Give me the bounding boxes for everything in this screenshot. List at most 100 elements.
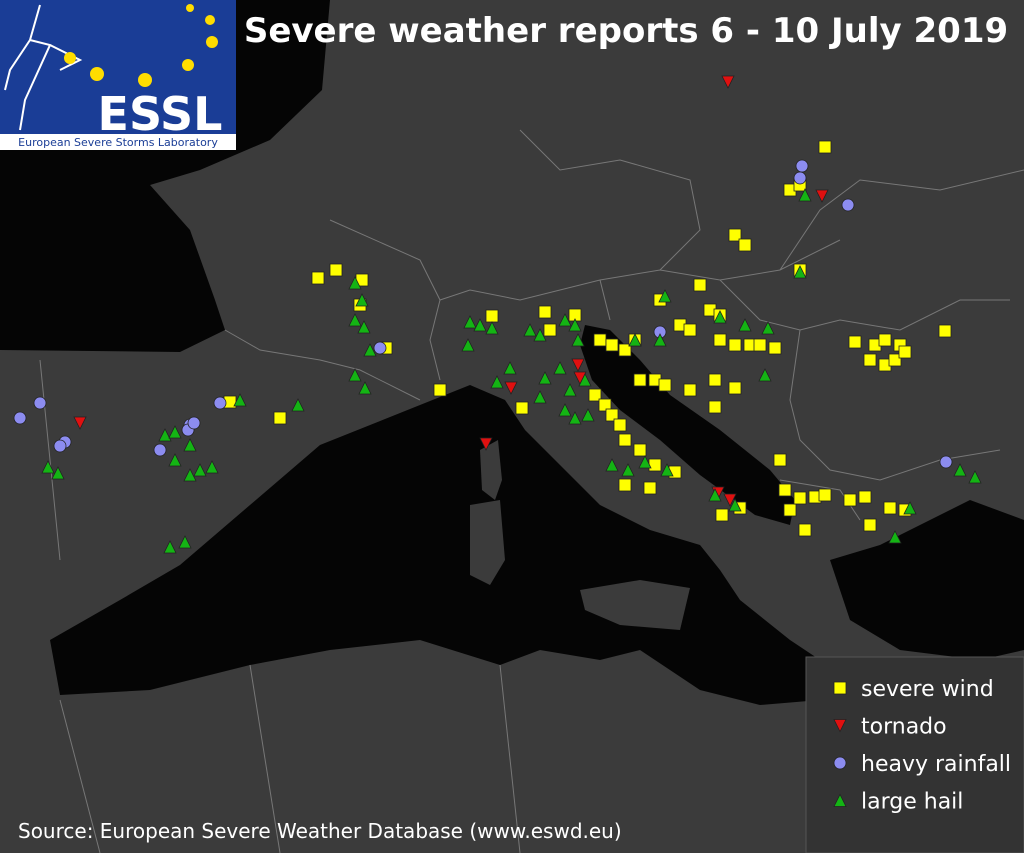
marker-triangle-up [708, 488, 722, 502]
marker-triangle-up [728, 498, 742, 512]
marker-triangle-up [363, 343, 377, 357]
marker-square [648, 458, 662, 472]
marker-circle [833, 756, 847, 770]
marker-square [693, 278, 707, 292]
marker-triangle-up [348, 276, 362, 290]
report-group [13, 159, 953, 469]
marker-triangle-up [658, 289, 672, 303]
marker-square [715, 508, 729, 522]
marker-triangle-up [533, 390, 547, 404]
marker-square [633, 373, 647, 387]
legend: severe wind tornado heavy rainfall large ha… [805, 656, 1024, 853]
title: Severe weather reports 6 - 10 July 2019 [244, 11, 1008, 51]
marker-square [898, 345, 912, 359]
border [499, 664, 521, 853]
marker-triangle-up [461, 338, 475, 352]
border [224, 329, 421, 401]
marker-triangle-up [793, 265, 807, 279]
marker-square [798, 523, 812, 537]
border [779, 169, 1024, 271]
marker-triangle-up [205, 460, 219, 474]
report-group [223, 140, 952, 537]
marker-square [485, 309, 499, 323]
marker-square [783, 503, 797, 517]
marker-square [883, 501, 897, 515]
marker-triangle-up [553, 361, 567, 375]
borders [39, 129, 1024, 853]
marker-triangle-up [485, 321, 499, 335]
sicily [580, 580, 690, 630]
marker-triangle-up [158, 428, 172, 442]
marker-circle [13, 411, 27, 425]
marker-square [613, 418, 627, 432]
marker-triangle-up [638, 455, 652, 469]
marker-square [938, 324, 952, 338]
report-group [41, 188, 982, 554]
marker-square [778, 483, 792, 497]
marker-square [588, 388, 602, 402]
marker-triangle-up [903, 501, 917, 515]
marker-circle [153, 443, 167, 457]
marker-triangle-up [578, 373, 592, 387]
marker-triangle-up [653, 333, 667, 347]
marker-triangle-down [73, 416, 87, 430]
marker-square [833, 681, 847, 695]
marker-square [658, 378, 672, 392]
marker-circle [187, 416, 201, 430]
logo: ESSL European Severe Storms Laboratory [0, 0, 236, 150]
marker-triangle-up [563, 383, 577, 397]
sardinia [470, 500, 505, 585]
marker-triangle-up [761, 321, 775, 335]
marker-triangle-up [168, 425, 182, 439]
marker-triangle-up [523, 323, 537, 337]
marker-triangle-up [178, 535, 192, 549]
marker-triangle-up [833, 793, 847, 807]
logo-text: ESSL [98, 87, 223, 141]
marker-square [773, 453, 787, 467]
marker-circle [841, 198, 855, 212]
marker-triangle-up [571, 333, 585, 347]
marker-triangle-up [463, 315, 477, 329]
marker-square [683, 383, 697, 397]
marker-square [858, 490, 872, 504]
marker-triangle-up [357, 320, 371, 334]
marker-square [843, 493, 857, 507]
lightning [4, 4, 83, 131]
marker-triangle-down [723, 493, 737, 507]
border [39, 359, 61, 561]
marker-triangle-up [738, 318, 752, 332]
marker-square [643, 481, 657, 495]
report-group [73, 75, 829, 507]
marker-triangle-up [193, 463, 207, 477]
reports [13, 75, 982, 554]
border [719, 279, 1010, 331]
marker-triangle-down [571, 358, 585, 372]
marker-square [878, 333, 892, 347]
border [779, 479, 861, 521]
marker-triangle-down [721, 75, 735, 89]
marker-triangle-up [183, 438, 197, 452]
marker-square [728, 338, 742, 352]
marker-triangle-up [533, 328, 547, 342]
legend-label: tornado [861, 715, 947, 740]
marker-square [593, 333, 607, 347]
marker-triangle-up [758, 368, 772, 382]
border [249, 664, 281, 853]
marker-square [618, 478, 632, 492]
marker-square [273, 411, 287, 425]
logo-subtitle: European Severe Storms Laboratory [18, 136, 218, 149]
marker-circle [939, 455, 953, 469]
marker-triangle-up [628, 333, 642, 347]
marker-square [793, 491, 807, 505]
marker-triangle-down [833, 719, 847, 733]
marker-square [818, 140, 832, 154]
legend-label: large hail [861, 790, 963, 815]
marker-square [863, 353, 877, 367]
atlantic [0, 0, 330, 352]
legend-label: severe wind [861, 677, 994, 702]
marker-square [311, 271, 325, 285]
marker-square [598, 398, 612, 412]
marker-triangle-up [581, 408, 595, 422]
marker-triangle-up [358, 381, 372, 395]
